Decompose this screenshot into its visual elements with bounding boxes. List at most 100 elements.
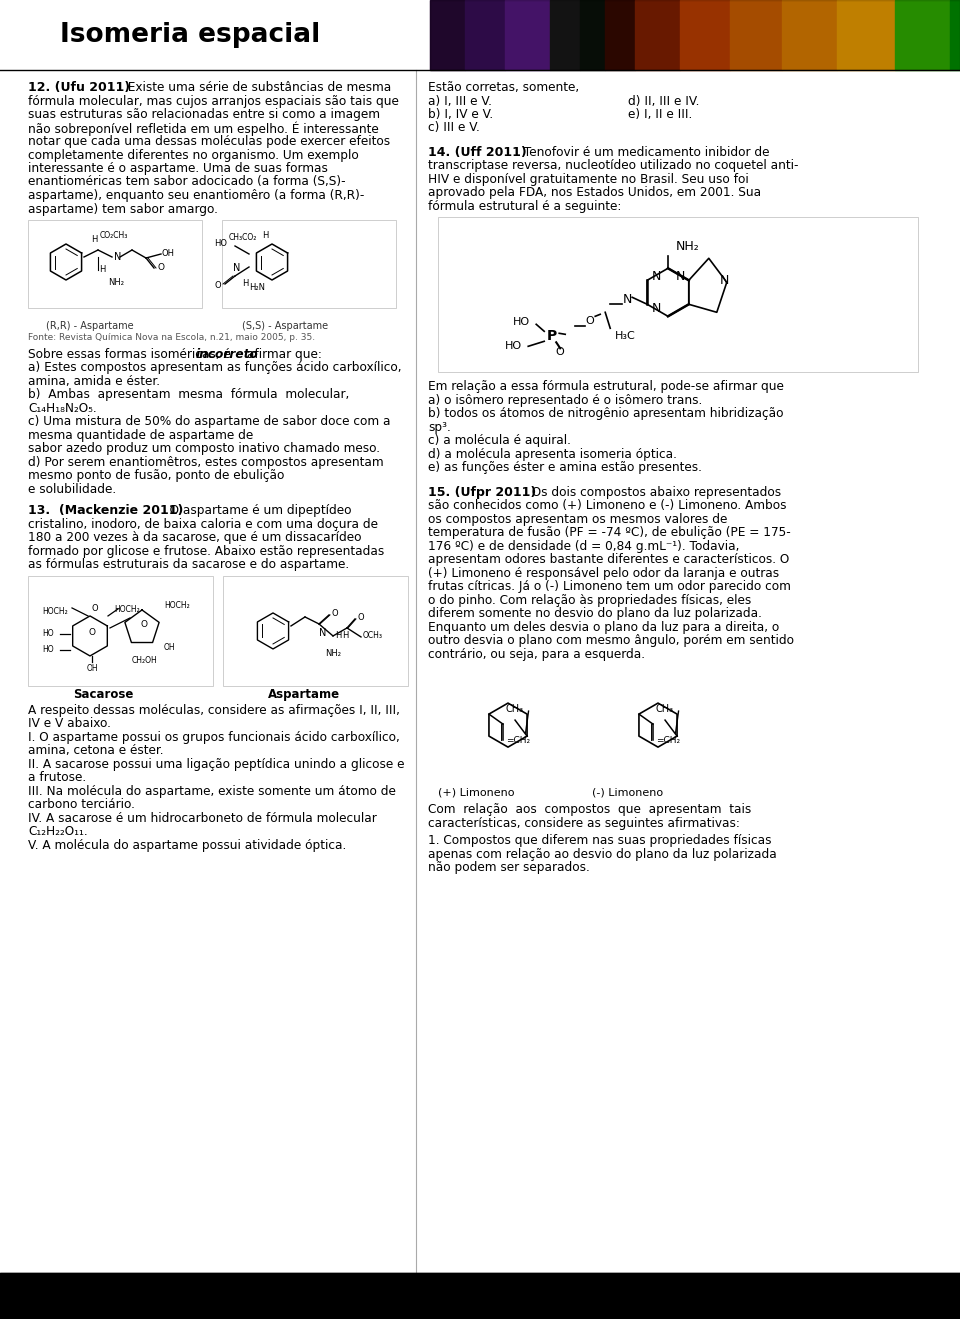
Text: Prof. Thiago Bernini: Prof. Thiago Bernini (813, 1290, 935, 1302)
Text: contrário, ou seja, para a esquerda.: contrário, ou seja, para a esquerda. (428, 648, 645, 661)
Text: N: N (675, 270, 684, 282)
Text: interessante é o aspartame. Uma de suas formas: interessante é o aspartame. Uma de suas … (28, 162, 328, 175)
Text: Com  relação  aos  compostos  que  apresentam  tais: Com relação aos compostos que apresentam… (428, 803, 752, 816)
Text: o do pinho. Com relação às propriedades físicas, eles: o do pinho. Com relação às propriedades … (428, 594, 752, 607)
Text: 180 a 200 vezes à da sacarose, que é um dissacarídeo: 180 a 200 vezes à da sacarose, que é um … (28, 532, 362, 545)
Text: CH₃: CH₃ (506, 704, 524, 714)
Text: sabor azedo produz um composto inativo chamado meso.: sabor azedo produz um composto inativo c… (28, 442, 380, 455)
Bar (223, 576, 408, 686)
Text: aspartame), enquanto seu enantiomêro (a forma (R,R)-: aspartame), enquanto seu enantiomêro (a … (28, 189, 365, 202)
Text: O: O (357, 613, 364, 623)
Text: as fórmulas estruturais da sacarose e do aspartame.: as fórmulas estruturais da sacarose e do… (28, 558, 349, 571)
Text: CH₃CO₂: CH₃CO₂ (228, 233, 257, 241)
Text: outro desvia o plano com mesmo ângulo, porém em sentido: outro desvia o plano com mesmo ângulo, p… (428, 634, 794, 648)
Text: N: N (114, 252, 121, 262)
Text: Fonte: Revista Química Nova na Escola, n.21, maio 2005, p. 35.: Fonte: Revista Química Nova na Escola, n… (28, 332, 315, 342)
Text: Isomeria espacial: Isomeria espacial (60, 22, 321, 47)
Bar (550, 0, 580, 70)
Text: características, considere as seguintes afirmativas:: características, considere as seguintes … (428, 816, 740, 830)
Text: CH₃: CH₃ (656, 704, 674, 714)
Text: O aspartame é um dipeptídeo: O aspartame é um dipeptídeo (158, 504, 351, 517)
Text: Tenofovir é um medicamento inibidor de: Tenofovir é um medicamento inibidor de (516, 146, 770, 158)
Text: e) I, II e III.: e) I, II e III. (628, 108, 692, 121)
Text: enantioméricas tem sabor adocicado (a forma (S,S)-: enantioméricas tem sabor adocicado (a fo… (28, 175, 346, 189)
Text: não podem ser separados.: não podem ser separados. (428, 861, 589, 874)
Text: I. O aspartame possui os grupos funcionais ácido carboxílico,: I. O aspartame possui os grupos funciona… (28, 731, 399, 744)
Bar (28, 220, 202, 309)
Text: C₁₄H₁₈N₂O₅.: C₁₄H₁₈N₂O₅. (28, 402, 97, 415)
Bar (635, 0, 680, 70)
Text: 12. (Ufu 2011): 12. (Ufu 2011) (28, 80, 131, 94)
Text: OH: OH (164, 644, 176, 653)
Bar (837, 0, 895, 70)
Text: frutas cítricas. Já o (-) Limoneno tem um odor parecido com: frutas cítricas. Já o (-) Limoneno tem u… (428, 580, 791, 594)
Text: c) Uma mistura de 50% do aspartame de sabor doce com a: c) Uma mistura de 50% do aspartame de sa… (28, 415, 391, 429)
Text: amina, amida e éster.: amina, amida e éster. (28, 375, 160, 388)
Text: d) a molécula apresenta isomeria óptica.: d) a molécula apresenta isomeria óptica. (428, 447, 677, 460)
Text: O: O (88, 628, 95, 637)
Text: N: N (720, 274, 730, 286)
Text: HIV e disponível gratuitamente no Brasil. Seu uso foi: HIV e disponível gratuitamente no Brasil… (428, 173, 749, 186)
Text: CH₂OH: CH₂OH (132, 656, 156, 665)
Text: O: O (331, 609, 338, 619)
Text: apenas com relação ao desvio do plano da luz polarizada: apenas com relação ao desvio do plano da… (428, 848, 777, 861)
Text: 15. (Ufpr 2011): 15. (Ufpr 2011) (428, 485, 537, 499)
Bar (465, 0, 505, 70)
Text: HO: HO (214, 240, 227, 248)
Text: b) todos os átomos de nitrogênio apresentam hibridização: b) todos os átomos de nitrogênio apresen… (428, 408, 783, 421)
Text: =CH₂: =CH₂ (656, 736, 680, 745)
Text: O: O (556, 347, 564, 357)
Text: HOCH₂: HOCH₂ (114, 605, 140, 615)
Text: carbono terciário.: carbono terciário. (28, 798, 134, 811)
Text: aprovado pela FDA, nos Estados Unidos, em 2001. Sua: aprovado pela FDA, nos Estados Unidos, e… (428, 186, 761, 199)
Bar (895, 0, 950, 70)
Text: afirmar que:: afirmar que: (243, 348, 322, 361)
Text: V. A molécula do aspartame possui atividade óptica.: V. A molécula do aspartame possui ativid… (28, 839, 347, 852)
Bar (222, 220, 396, 309)
Text: HOCH₂: HOCH₂ (164, 601, 190, 611)
Bar (680, 0, 730, 70)
Text: HO: HO (505, 342, 522, 351)
Text: A respeito dessas moléculas, considere as afirmações I, II, III,: A respeito dessas moléculas, considere a… (28, 704, 400, 718)
Text: Existe uma série de substâncias de mesma: Existe uma série de substâncias de mesma (120, 80, 392, 94)
Text: e) as funções éster e amina estão presentes.: e) as funções éster e amina estão presen… (428, 462, 702, 475)
Text: O: O (140, 620, 148, 629)
Text: não sobreponível refletida em um espelho. É interessante: não sobreponível refletida em um espelho… (28, 121, 379, 136)
Text: (R,R) - Aspartame: (R,R) - Aspartame (46, 321, 133, 331)
Text: Estão corretas, somente,: Estão corretas, somente, (428, 80, 579, 94)
Text: HO: HO (513, 318, 530, 327)
Text: são conhecidos como (+) Limoneno e (-) Limoneno. Ambos: são conhecidos como (+) Limoneno e (-) L… (428, 499, 786, 512)
Text: Sobre essas formas isoméricas, é: Sobre essas formas isoméricas, é (28, 348, 234, 361)
Text: N: N (651, 302, 660, 315)
Text: a) I, III e V.: a) I, III e V. (428, 95, 492, 108)
Text: incorreto: incorreto (196, 348, 259, 361)
Text: Os dois compostos abaixo representados: Os dois compostos abaixo representados (524, 485, 781, 499)
Text: Enquanto um deles desvia o plano da luz para a direita, o: Enquanto um deles desvia o plano da luz … (428, 621, 780, 633)
Text: II. A sacarose possui uma ligação peptídica unindo a glicose e: II. A sacarose possui uma ligação peptíd… (28, 758, 404, 770)
Text: 1. Compostos que diferem nas suas propriedades físicas: 1. Compostos que diferem nas suas propri… (428, 834, 772, 847)
Text: O: O (157, 262, 164, 272)
Text: fórmula molecular, mas cujos arranjos espaciais são tais que: fórmula molecular, mas cujos arranjos es… (28, 95, 398, 108)
Text: H: H (342, 632, 348, 641)
Text: N: N (320, 628, 326, 638)
Text: O: O (92, 604, 98, 613)
Text: H: H (100, 265, 106, 274)
Text: NH₂: NH₂ (108, 278, 124, 288)
Text: O: O (586, 317, 594, 326)
Text: CO₂CH₃: CO₂CH₃ (100, 231, 129, 240)
Text: d) Por serem enantiomêtros, estes compostos apresentam: d) Por serem enantiomêtros, estes compos… (28, 456, 384, 468)
Text: OH: OH (162, 249, 175, 259)
Text: 14. (Uff 2011): 14. (Uff 2011) (428, 146, 527, 158)
Bar (730, 0, 782, 70)
Text: mesmo ponto de fusão, ponto de ebulição: mesmo ponto de fusão, ponto de ebulição (28, 470, 284, 483)
Text: P: P (547, 330, 558, 343)
Text: completamente diferentes no organismo. Um exemplo: completamente diferentes no organismo. U… (28, 149, 359, 161)
Text: Em relação a essa fórmula estrutural, pode-se afirmar que: Em relação a essa fórmula estrutural, po… (428, 380, 784, 393)
Bar (28, 576, 213, 686)
Text: OCH₃: OCH₃ (363, 632, 383, 641)
Bar (430, 0, 960, 70)
Text: diferem somente no desvio do plano da luz polarizada.: diferem somente no desvio do plano da lu… (428, 607, 762, 620)
Text: (+) Limoneno: (+) Limoneno (438, 787, 515, 797)
Text: os compostos apresentam os mesmos valores de: os compostos apresentam os mesmos valore… (428, 513, 728, 525)
Bar (430, 0, 465, 70)
